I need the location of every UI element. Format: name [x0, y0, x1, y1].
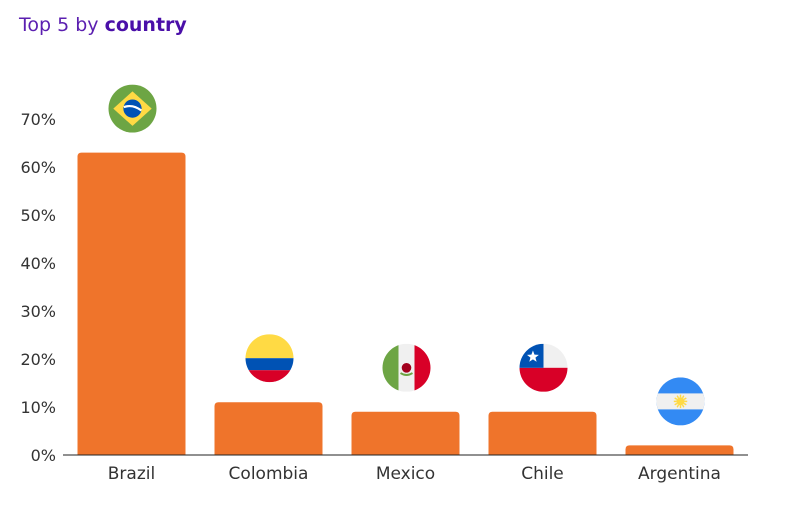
argentina-flag-icon [656, 377, 705, 426]
y-tick-label: 70% [20, 110, 56, 129]
x-tick-label: Colombia [229, 464, 309, 484]
chart-title-emphasis: country [104, 14, 187, 36]
y-tick-label: 10% [20, 398, 56, 417]
bar-argentina [625, 445, 734, 455]
chart-title: Top 5 by country [19, 14, 187, 36]
x-tick-label: Argentina [638, 464, 721, 484]
y-tick-label: 0% [31, 446, 56, 465]
bar-brazil [77, 152, 186, 455]
x-tick-label: Brazil [108, 464, 155, 484]
y-tick-label: 50% [20, 206, 56, 225]
bar-mexico [351, 411, 460, 455]
y-tick-label: 20% [20, 350, 56, 369]
colombia-flag-icon [245, 334, 294, 383]
chile-flag-icon [519, 343, 568, 392]
y-tick-label: 60% [20, 158, 56, 177]
y-tick-label: 30% [20, 302, 56, 321]
brazil-flag-icon [108, 84, 157, 133]
bar-chile [488, 411, 597, 455]
x-tick-label: Mexico [376, 464, 435, 484]
x-tick-label: Chile [521, 464, 564, 484]
bar-colombia [214, 402, 323, 455]
chart-title-prefix: Top 5 by [19, 14, 99, 36]
mexico-flag-icon [382, 343, 431, 392]
y-tick-label: 40% [20, 254, 56, 273]
